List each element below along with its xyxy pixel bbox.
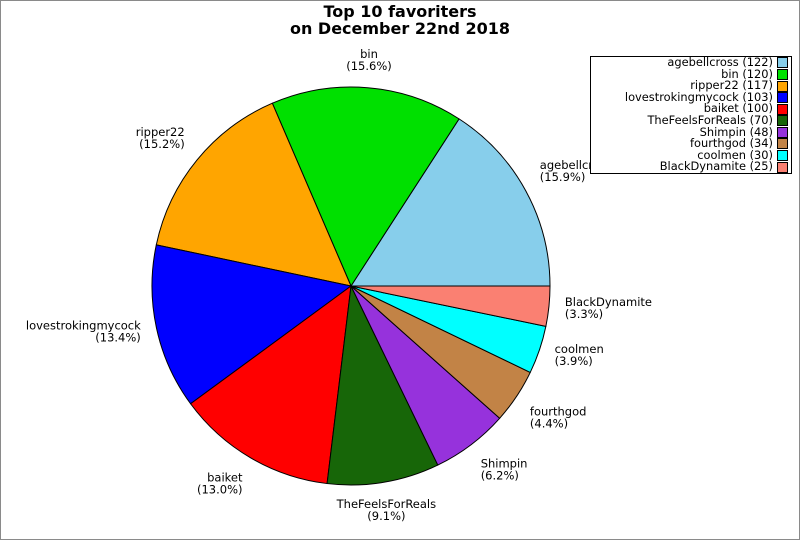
legend-row-fourthgod: fourthgod (34)	[591, 138, 791, 150]
legend-label: fourthgod (34)	[690, 136, 773, 151]
legend-row-TheFeelsForReals: TheFeelsForReals (70)	[591, 113, 791, 127]
slice-label-baiket: baiket (13.0%)	[197, 471, 243, 497]
legend-row-BlackDynamite: BlackDynamite (25)	[591, 161, 791, 173]
legend-swatch	[777, 138, 788, 150]
legend-row-ripper22: ripper22 (117)	[591, 80, 791, 92]
slice-label-ripper22: ripper22 (15.2%)	[136, 125, 185, 151]
slice-label-Shimpin: Shimpin (6.2%)	[481, 457, 528, 483]
legend-swatch	[777, 161, 788, 173]
legend-swatch	[777, 68, 788, 80]
slice-label-bin: bin (15.6%)	[346, 47, 392, 73]
legend-swatch	[777, 126, 788, 138]
pie-slice-bin	[271, 86, 460, 287]
slice-label-TheFeelsForReals: TheFeelsForReals (9.1%)	[336, 497, 436, 523]
legend-label: agebellcross (122)	[667, 55, 773, 70]
chart-title-line2: on December 22nd 2018	[289, 19, 511, 38]
slice-label-fourthgod: fourthgod (4.4%)	[530, 404, 587, 430]
legend-swatch	[777, 80, 788, 92]
legend-row-bin: bin (120)	[591, 66, 791, 81]
legend-label: ripper22 (117)	[690, 78, 773, 93]
pie-slice-agebellcross	[350, 118, 551, 287]
legend-label: baiket (100)	[703, 101, 773, 116]
legend-row-coolmen: coolmen (30)	[591, 147, 791, 162]
chart-title-line1: Top 10 favoriters	[323, 2, 477, 21]
legend-label: TheFeelsForReals (70)	[647, 113, 773, 127]
pie-slice-lovestrokingmycock	[151, 244, 352, 405]
chart-title: Top 10 favoriters on December 22nd 2018	[1, 3, 799, 37]
legend-label: coolmen (30)	[697, 147, 773, 162]
legend-swatch	[777, 57, 788, 69]
legend-row-lovestrokingmycock: lovestrokingmycock (103)	[591, 89, 791, 104]
pie-slice-ripper22	[155, 102, 352, 287]
legend-row-Shimpin: Shimpin (48)	[591, 124, 791, 139]
legend-swatch	[777, 150, 788, 162]
legend-row-agebellcross: agebellcross (122)	[591, 55, 791, 70]
pie-slice-baiket	[190, 285, 352, 485]
pie-slice-BlackDynamite	[350, 285, 551, 327]
legend-box: agebellcross (122) bin (120) ripper22 (117…	[590, 56, 792, 174]
legend-label: Shimpin (48)	[699, 124, 773, 139]
legend-label: BlackDynamite (25)	[659, 159, 773, 174]
legend-swatch	[777, 115, 788, 127]
legend-swatch	[777, 103, 788, 115]
legend-label: bin (120)	[721, 66, 773, 81]
legend-label: lovestrokingmycock (103)	[624, 89, 773, 104]
slice-label-BlackDynamite: BlackDynamite (3.3%)	[565, 295, 652, 321]
legend-row-baiket: baiket (100)	[591, 103, 791, 115]
pie-slice-TheFeelsForReals	[326, 285, 439, 486]
slice-label-coolmen: coolmen (3.9%)	[555, 342, 604, 368]
slice-label-lovestrokingmycock: lovestrokingmycock (13.4%)	[26, 318, 141, 344]
legend-swatch	[777, 92, 788, 104]
